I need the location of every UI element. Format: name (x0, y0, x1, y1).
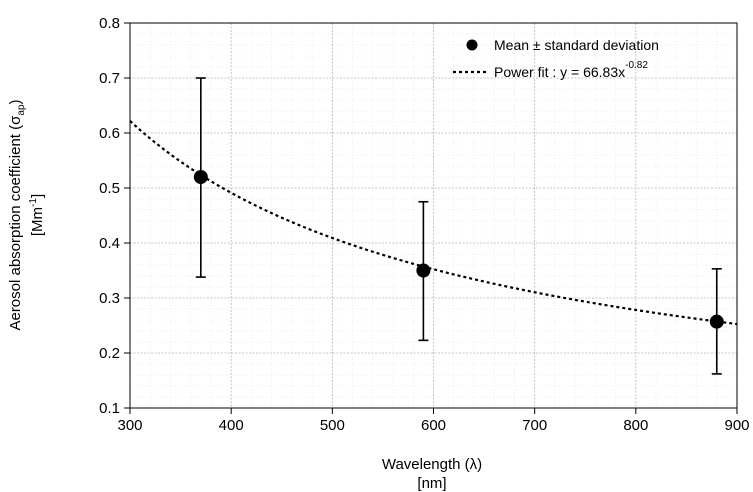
x-axis-ticks: 300 400 500 600 700 800 900 (117, 408, 750, 434)
legend-label-mean: Mean ± standard deviation (494, 37, 659, 53)
y-tick-label: 0.5 (99, 180, 120, 197)
legend-label-fit-sup: -0.82 (625, 60, 648, 71)
data-point (193, 170, 208, 184)
y-axis-label-main: Aerosol absorption coefficient (σ (7, 115, 24, 331)
x-tick-label: 600 (421, 417, 446, 434)
x-tick-label: 500 (320, 417, 345, 434)
legend: Mean ± standard deviation Power fit : y … (453, 37, 659, 80)
y-axis-unit: [Mm-1] (28, 194, 46, 236)
y-tick-label: 0.2 (99, 345, 120, 362)
y-axis-label-group: Aerosol absorption coefficient (σap) (7, 99, 27, 330)
x-axis-unit: [nm] (417, 475, 446, 492)
power-fit-curve (129, 120, 738, 326)
legend-marker-mean (466, 39, 478, 51)
x-tick-label: 300 (117, 417, 142, 434)
y-axis-label-sub: ap (16, 104, 27, 116)
legend-label-fit: Power fit : y = 66.83x-0.82 (494, 60, 648, 80)
y-tick-label: 0.6 (99, 125, 120, 142)
x-tick-label: 400 (219, 417, 244, 434)
x-tick-label: 800 (623, 417, 648, 434)
x-tick-label: 900 (724, 417, 749, 434)
data-point (709, 314, 724, 329)
y-axis-label-close: ) (7, 99, 24, 104)
y-axis-label: Aerosol absorption coefficient (σap) (7, 99, 27, 330)
y-tick-label: 0.7 (99, 70, 120, 87)
y-axis-unit-sup: -1 (28, 198, 39, 207)
data-point (416, 263, 431, 278)
y-tick-label: 0.8 (99, 15, 120, 32)
legend-label-fit-main: Power fit : y = 66.83x (494, 64, 625, 80)
x-tick-label: 700 (522, 417, 547, 434)
y-axis-unit-group: [Mm-1] (28, 194, 46, 236)
y-axis-unit-base: [Mm (29, 207, 46, 236)
y-axis-unit-close: ] (29, 194, 46, 198)
grid (130, 23, 737, 408)
y-axis-ticks: 0.1 0.2 0.3 0.4 0.5 0.6 0.7 0.8 (99, 15, 130, 417)
y-tick-label: 0.3 (99, 290, 120, 307)
x-axis-label: Wavelength (λ) (382, 456, 482, 473)
y-tick-label: 0.4 (99, 235, 120, 252)
fit-curve-layer (129, 120, 738, 326)
data-points-layer (193, 77, 724, 375)
y-tick-label: 0.1 (99, 400, 120, 417)
